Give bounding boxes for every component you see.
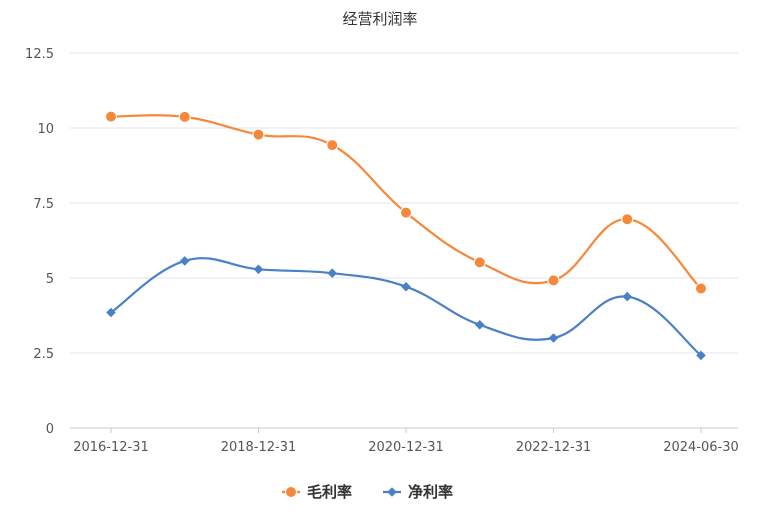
data-point: [178, 110, 191, 123]
series-line: [110, 114, 702, 290]
data-point: [547, 274, 560, 287]
data-point: [696, 350, 706, 361]
data-point: [695, 282, 707, 295]
data-point: [400, 206, 412, 219]
data-point: [474, 320, 485, 330]
axis-layer: 0 2.5 5 7.5 10 12.5 2016-12-31 2018-12-31 2020-1…: [25, 47, 739, 455]
x-tick-label: 2018-12-31: [221, 440, 297, 455]
series-1: [105, 110, 707, 295]
y-tick-label: 10: [37, 122, 54, 137]
legend-swatch-marker: [387, 487, 397, 497]
data-point: [401, 281, 411, 292]
y-tick-label: 2.5: [33, 347, 54, 362]
legend-swatch-marker: [285, 486, 297, 498]
chart-title: 经营利润率: [342, 10, 417, 28]
series-2: [106, 256, 706, 361]
data-point: [326, 139, 339, 152]
y-tick-label: 0: [46, 422, 54, 437]
data-point: [179, 256, 190, 266]
series-line: [110, 257, 702, 357]
legend-item[interactable]: 净利率: [383, 483, 453, 501]
data-point: [106, 307, 116, 318]
data-point: [327, 268, 338, 278]
series-layer: [105, 110, 707, 361]
data-point: [473, 256, 486, 269]
data-point: [621, 213, 634, 226]
legend-item[interactable]: 毛利率: [282, 483, 352, 501]
x-tick-label: 2024-06-30: [663, 440, 739, 455]
x-tick-label: 2022-12-31: [516, 440, 592, 455]
grid-layer: [70, 52, 738, 354]
data-point: [105, 110, 117, 123]
x-tick-label: 2020-12-31: [368, 440, 444, 455]
legend[interactable]: 毛利率 净利率: [282, 483, 453, 501]
legend-label: 净利率: [408, 483, 453, 501]
data-point: [622, 291, 633, 302]
y-tick-label: 12.5: [25, 47, 54, 62]
x-tick-label: 2016-12-31: [73, 440, 149, 455]
data-point: [253, 264, 264, 275]
data-point: [548, 333, 559, 343]
legend-label: 毛利率: [307, 483, 352, 501]
data-point: [252, 128, 265, 141]
y-tick-label: 5: [46, 272, 54, 287]
y-tick-label: 7.5: [33, 197, 54, 212]
